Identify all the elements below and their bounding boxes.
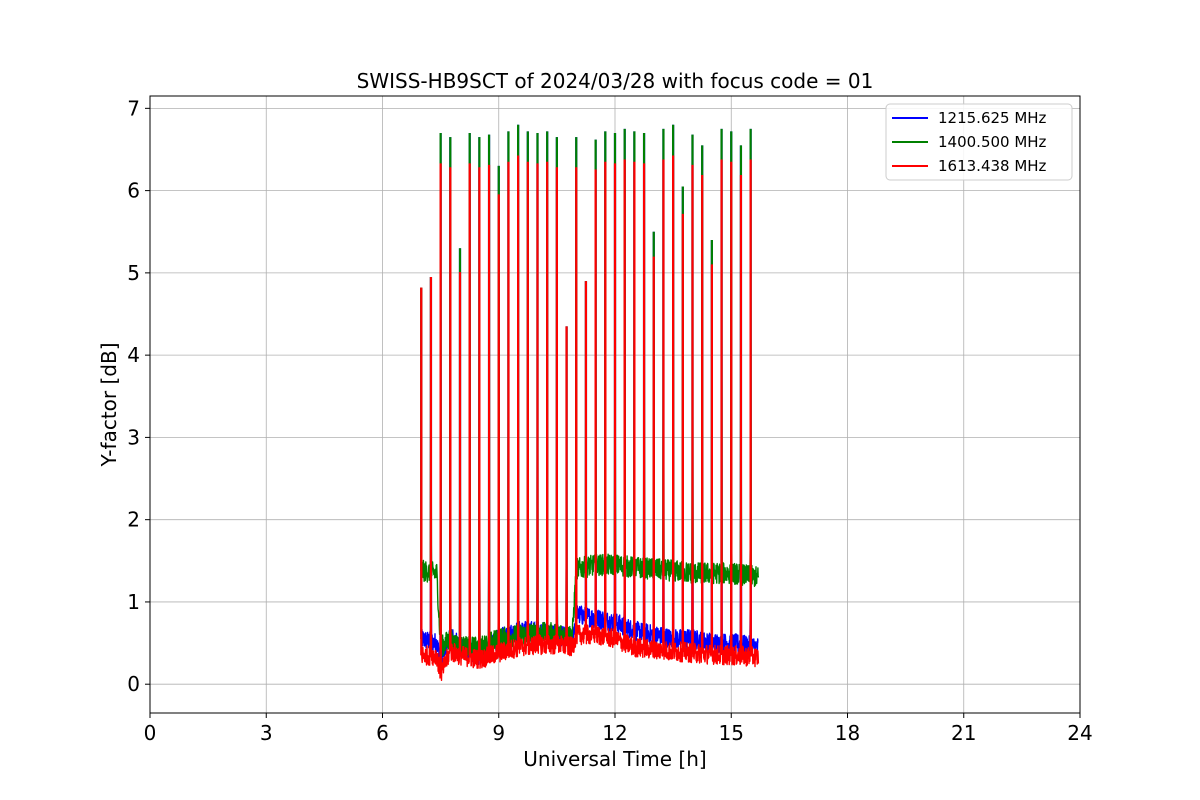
series-layer <box>420 124 760 681</box>
x-tick-label: 3 <box>260 721 273 745</box>
y-tick-label: 2 <box>127 508 140 532</box>
x-axis-label: Universal Time [h] <box>523 747 706 771</box>
x-tick-label: 6 <box>376 721 389 745</box>
y-tick-label: 6 <box>127 179 140 203</box>
x-tick-label: 9 <box>492 721 505 745</box>
legend: 1215.625 MHz 1400.500 MHz 1613.438 MHz <box>885 103 1073 181</box>
y-tick-label: 0 <box>127 672 140 696</box>
legend-label: 1613.438 MHz <box>938 157 1047 175</box>
legend-box <box>885 103 1073 181</box>
legend-label: 1400.500 MHz <box>938 133 1047 151</box>
chart-title: SWISS-HB9SCT of 2024/03/28 with focus co… <box>357 69 874 93</box>
y-tick-label: 7 <box>127 96 140 120</box>
y-tick-label: 5 <box>127 261 140 285</box>
legend-label: 1215.625 MHz <box>938 109 1047 127</box>
x-tick-label: 0 <box>144 721 157 745</box>
y-axis-label: Y-factor [dB] <box>97 342 121 467</box>
x-tick-label: 21 <box>951 721 976 745</box>
x-tick-label: 15 <box>719 721 744 745</box>
x-tick-label: 24 <box>1067 721 1092 745</box>
y-tick-label: 4 <box>127 343 140 367</box>
x-tick-label: 12 <box>602 721 627 745</box>
x-tick-label: 18 <box>835 721 860 745</box>
y-tick-label: 3 <box>127 425 140 449</box>
y-tick-label: 1 <box>127 590 140 614</box>
